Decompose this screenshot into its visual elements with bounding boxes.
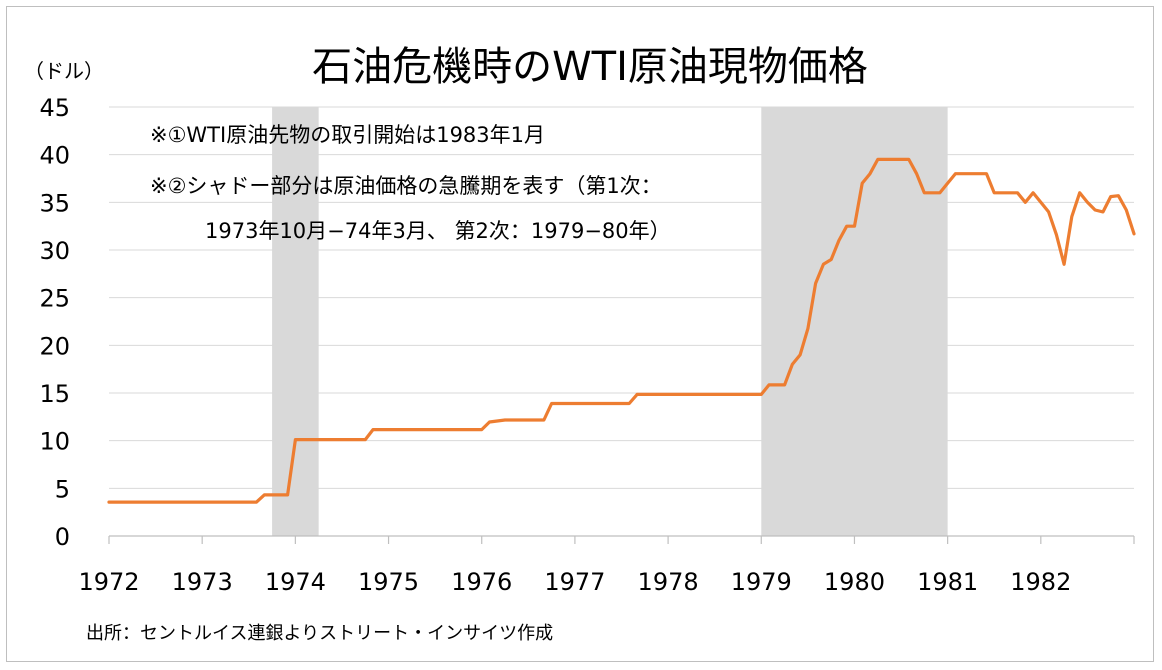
x-tick-label-1978: 1978 [638, 568, 699, 596]
y-tick-label-45: 45 [39, 94, 70, 122]
x-tick-label-1979: 1979 [731, 568, 792, 596]
chart-frame [6, 6, 1154, 662]
y-tick-label-5: 5 [55, 475, 70, 503]
y-axis-ticks: 0 5 10 15 20 25 30 35 40 45 [39, 94, 70, 551]
source-note: 出所：セントルイス連銀よりストリート・インサイツ作成 [86, 623, 553, 644]
note-2: ※②シャドー部分は原油価格の急騰期を表す（第1次： [150, 174, 662, 198]
x-tick-label-1980: 1980 [824, 568, 885, 596]
x-tick-label-1974: 1974 [265, 568, 326, 596]
series-group [107, 157, 1136, 504]
x-tick-label-1981: 1981 [917, 568, 978, 596]
y-tick-label-15: 15 [39, 380, 70, 408]
x-axis: 1972 1973 1974 1975 1976 1977 1978 1979 1980 1981… [78, 535, 1135, 596]
note-1: ※①WTI原油先物の取引開始は1983年1月 [150, 123, 545, 147]
x-tick-label-1977: 1977 [544, 568, 605, 596]
x-tick-label-1976: 1976 [451, 568, 512, 596]
shaded-period-2 [761, 107, 948, 536]
x-tick-label-1982: 1982 [1010, 568, 1071, 596]
x-tick-label-1975: 1975 [358, 568, 419, 596]
note-3: 1973年10月−74年3月、 第2次：1979−80年） [205, 219, 671, 243]
y-tick-label-0: 0 [55, 523, 70, 551]
y-tick-label-20: 20 [39, 332, 70, 360]
shaded-periods [272, 107, 948, 536]
y-tick-label-35: 35 [39, 189, 70, 217]
chart-title: 石油危機時のWTI原油現物価格 [312, 44, 868, 90]
grid-lines [109, 106, 1134, 489]
y-axis-unit-label: （ドル） [24, 59, 104, 83]
y-tick-label-25: 25 [39, 285, 70, 313]
x-tick-label-1973: 1973 [172, 568, 233, 596]
y-tick-label-40: 40 [39, 142, 70, 170]
series-line-1 [107, 157, 1136, 504]
y-tick-label-10: 10 [39, 428, 70, 456]
y-tick-label-30: 30 [39, 237, 70, 265]
x-tick-label-1972: 1972 [78, 568, 139, 596]
shaded-period-1 [272, 107, 319, 536]
